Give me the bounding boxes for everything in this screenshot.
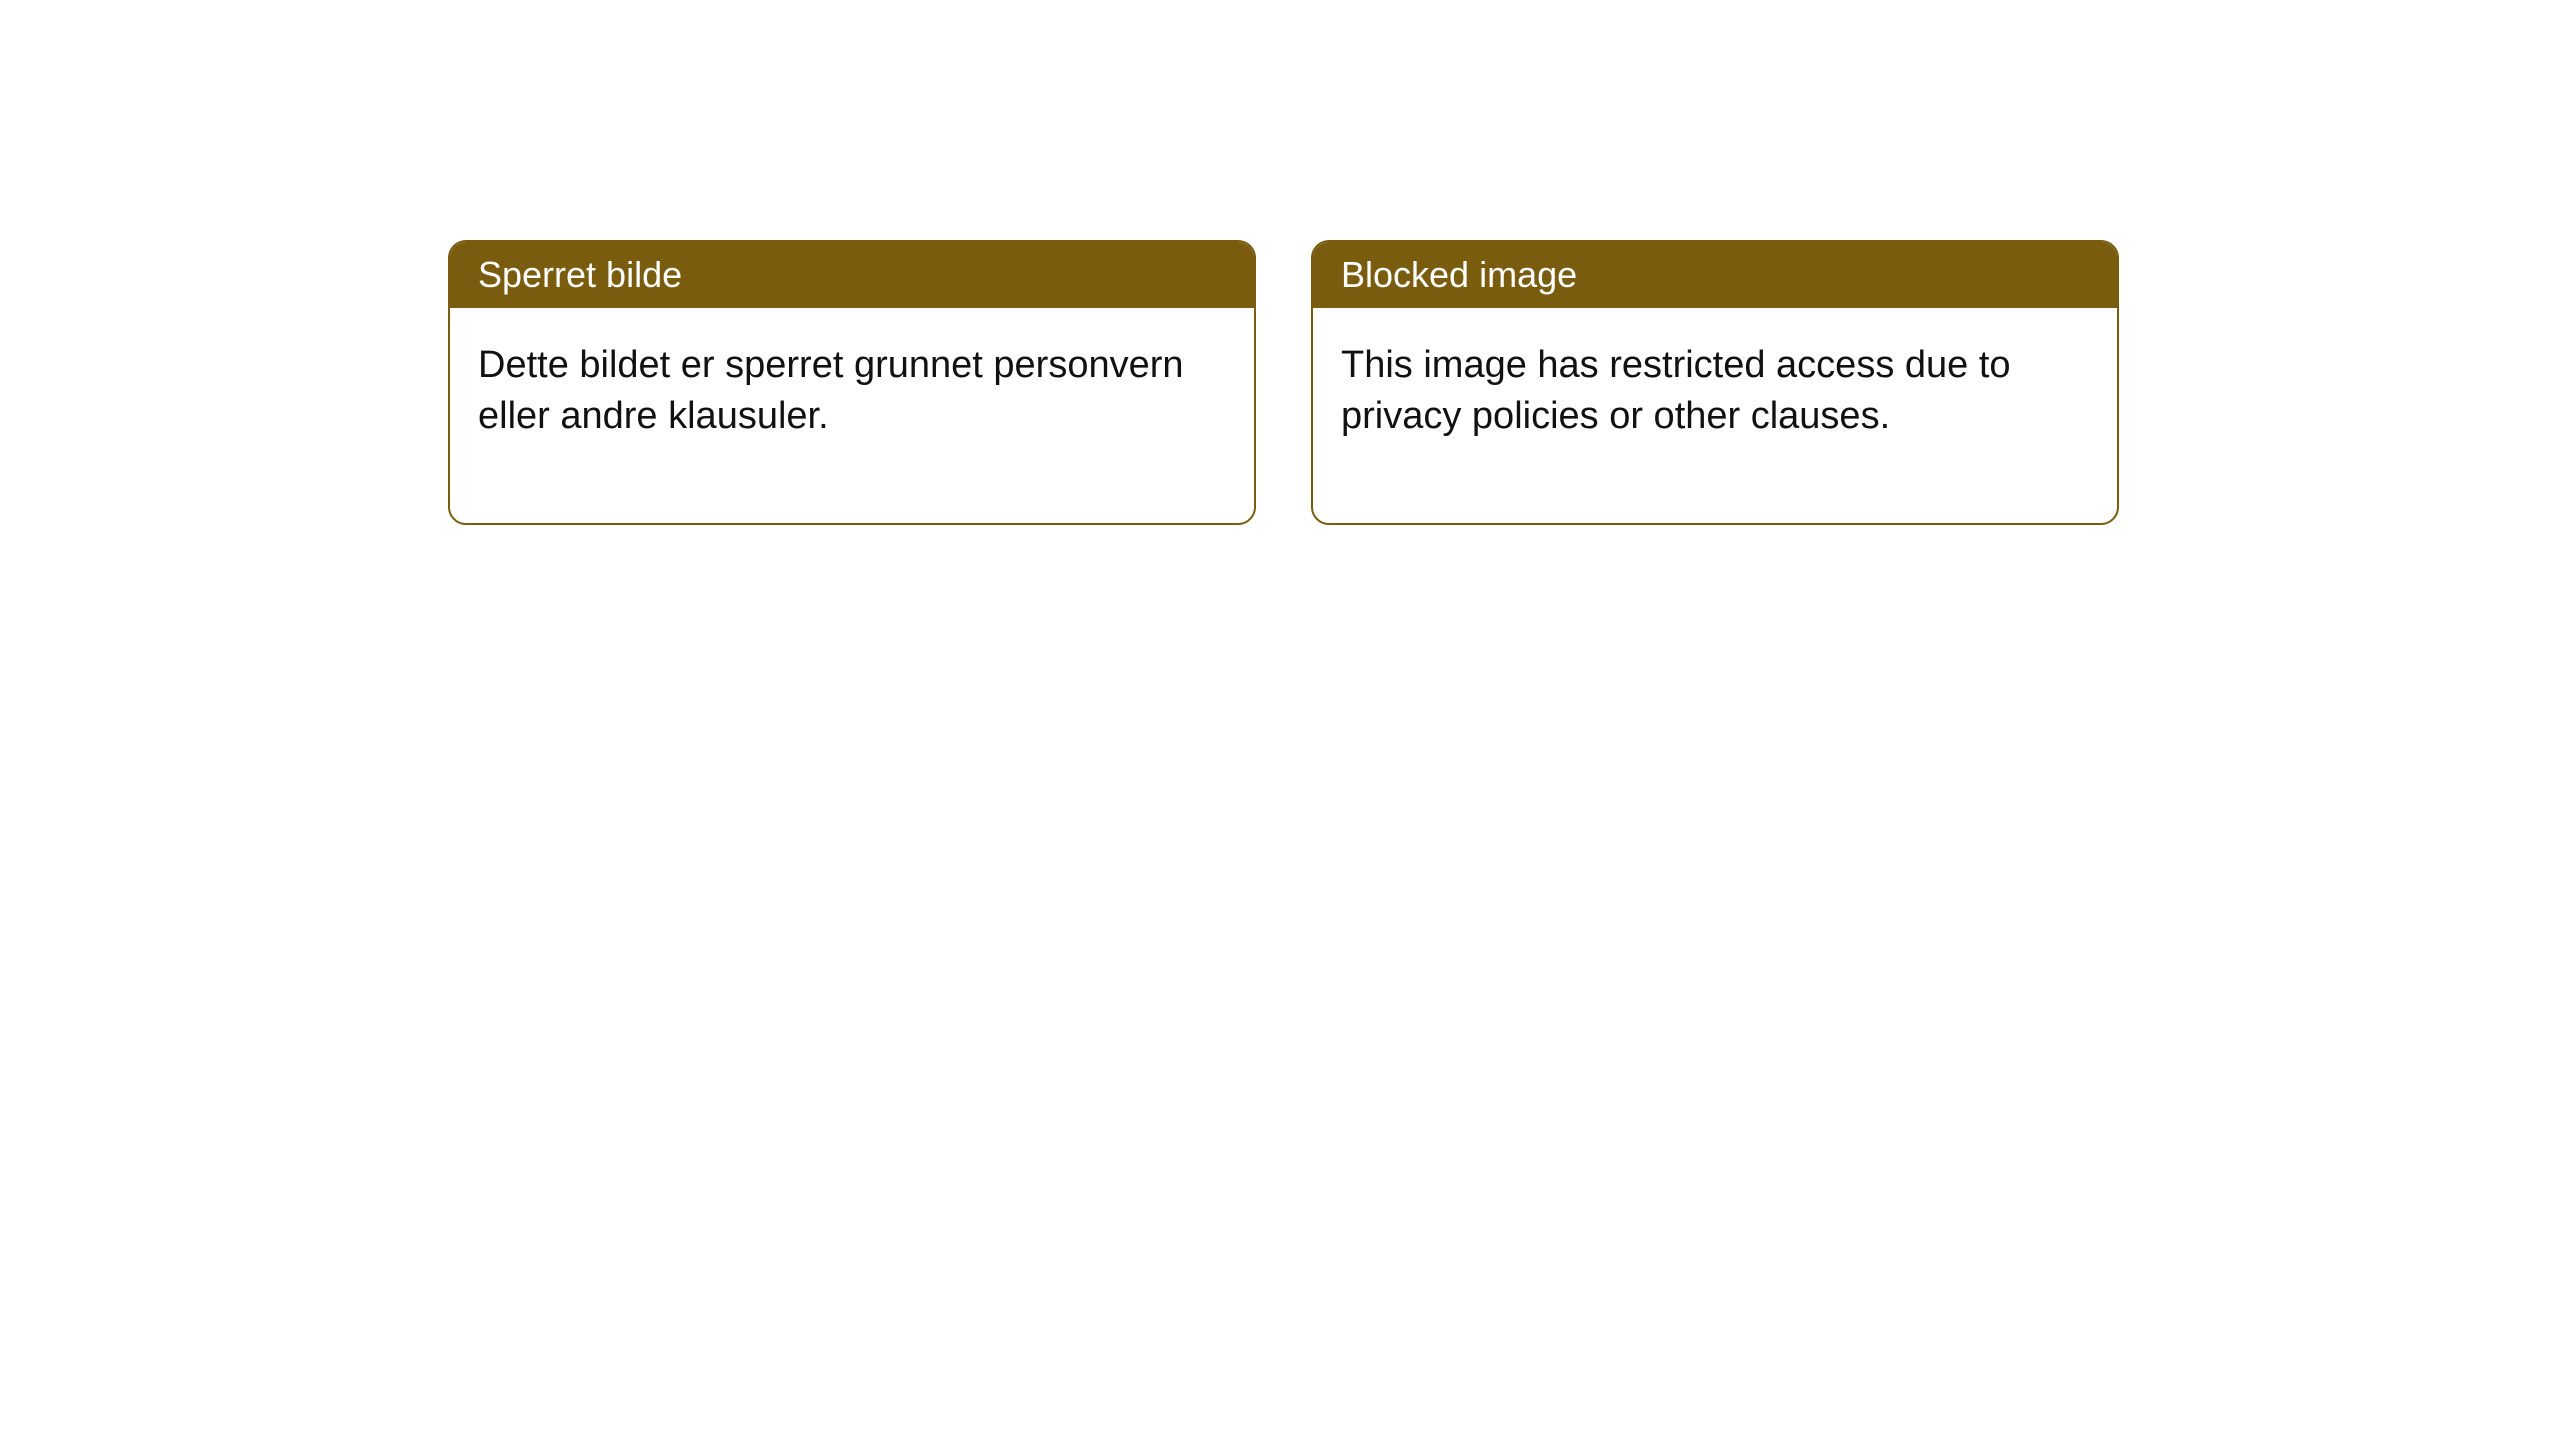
notice-container: Sperret bilde Dette bildet er sperret gr… <box>448 240 2119 525</box>
notice-card-title: Sperret bilde <box>450 242 1254 308</box>
notice-card-body: Dette bildet er sperret grunnet personve… <box>450 308 1254 523</box>
notice-card-english: Blocked image This image has restricted … <box>1311 240 2119 525</box>
notice-card-body: This image has restricted access due to … <box>1313 308 2117 523</box>
notice-card-title: Blocked image <box>1313 242 2117 308</box>
notice-card-norwegian: Sperret bilde Dette bildet er sperret gr… <box>448 240 1256 525</box>
